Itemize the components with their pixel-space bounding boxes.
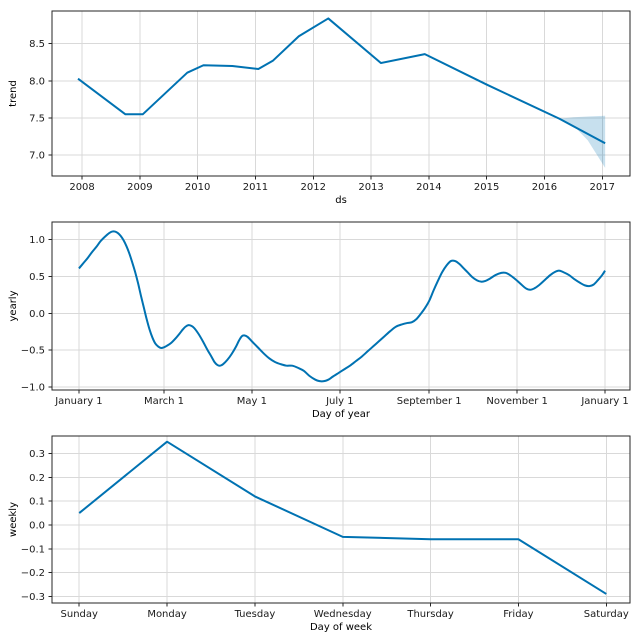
yearly-ytick-label: −0.5 bbox=[21, 346, 45, 357]
weekly-ylabel: weekly bbox=[8, 502, 19, 537]
yearly-xtick-label: March 1 bbox=[144, 396, 184, 407]
weekly-ytick-label: −0.2 bbox=[21, 568, 45, 579]
weekly-ticks bbox=[48, 453, 607, 607]
weekly-ytick-label: −0.3 bbox=[21, 592, 45, 603]
weekly-xtick-label: Saturday bbox=[584, 609, 629, 620]
trend-ylabel: trend bbox=[8, 80, 19, 107]
trend-spines bbox=[51, 10, 631, 177]
trend-ticks bbox=[48, 43, 603, 180]
yearly-ylabel: yearly bbox=[8, 290, 19, 321]
yearly-xtick-label: July 1 bbox=[325, 396, 354, 407]
trend-ytick-label: 8.5 bbox=[29, 39, 45, 50]
yearly-xtick-label: January 1 bbox=[580, 396, 628, 407]
yearly-line bbox=[78, 230, 606, 383]
trend-xtick-label: 2008 bbox=[69, 182, 94, 193]
trend-xtick-label: 2011 bbox=[243, 182, 268, 193]
trend-xtick-label: 2015 bbox=[474, 182, 499, 193]
trend-ytick-label: 7.0 bbox=[29, 151, 45, 162]
yearly-xtick-label: May 1 bbox=[237, 396, 267, 407]
yearly-xtick-label: November 1 bbox=[486, 396, 548, 407]
weekly-xlabel: Day of week bbox=[310, 622, 372, 633]
trend-subplot: 2008 2009 2010 2011 2012 2013 2014 2015 2016 2017… bbox=[8, 10, 631, 206]
trend-xtick-label: 2010 bbox=[185, 182, 210, 193]
trend-ytick-label: 7.5 bbox=[29, 114, 45, 125]
yearly-ytick-label: 0.0 bbox=[29, 309, 45, 320]
weekly-ytick-label: 0.1 bbox=[29, 497, 45, 508]
yearly-spines bbox=[51, 221, 631, 391]
yearly-ticks bbox=[48, 239, 606, 394]
weekly-xtick-label: Friday bbox=[503, 609, 533, 620]
trend-xtick-label: 2012 bbox=[301, 182, 326, 193]
weekly-ytick-label: 0.2 bbox=[29, 473, 45, 484]
weekly-ytick-label: 0.3 bbox=[29, 449, 45, 460]
trend-xtick-label: 2016 bbox=[532, 182, 557, 193]
yearly-xtick-label: January 1 bbox=[54, 396, 102, 407]
yearly-grid bbox=[52, 222, 630, 390]
weekly-ytick-label: −0.1 bbox=[21, 544, 45, 555]
yearly-ytick-label: 1.0 bbox=[29, 235, 45, 246]
trend-xtick-label: 2014 bbox=[416, 182, 441, 193]
yearly-ytick-label: 0.5 bbox=[29, 272, 45, 283]
weekly-xtick-label: Monday bbox=[147, 609, 187, 620]
trend-xtick-label: 2017 bbox=[590, 182, 615, 193]
trend-xtick-label: 2013 bbox=[358, 182, 383, 193]
weekly-xtick-label: Thursday bbox=[406, 609, 454, 620]
trend-uncertainty-band bbox=[559, 115, 606, 168]
weekly-line bbox=[78, 440, 607, 595]
weekly-xtick-label: Tuesday bbox=[234, 609, 276, 620]
yearly-ytick-label: −1.0 bbox=[21, 383, 45, 394]
yearly-subplot: January 1 March 1 May 1 July 1 September 1 No… bbox=[8, 221, 631, 420]
trend-xtick-label: 2009 bbox=[127, 182, 152, 193]
yearly-xlabel: Day of year bbox=[312, 409, 371, 420]
weekly-ytick-label: 0.0 bbox=[29, 520, 45, 531]
weekly-xtick-label: Sunday bbox=[61, 609, 98, 620]
trend-xlabel: ds bbox=[335, 195, 347, 206]
trend-ytick-label: 8.0 bbox=[29, 76, 45, 87]
weekly-spines bbox=[51, 435, 631, 604]
weekly-grid bbox=[52, 436, 630, 603]
trend-line bbox=[77, 17, 606, 145]
yearly-xtick-label: September 1 bbox=[397, 396, 462, 407]
weekly-xtick-label: Wednesday bbox=[314, 609, 372, 620]
weekly-subplot: Sunday Monday Tuesday Wednesday Thursday Frid… bbox=[8, 435, 631, 633]
trend-grid bbox=[52, 11, 630, 176]
